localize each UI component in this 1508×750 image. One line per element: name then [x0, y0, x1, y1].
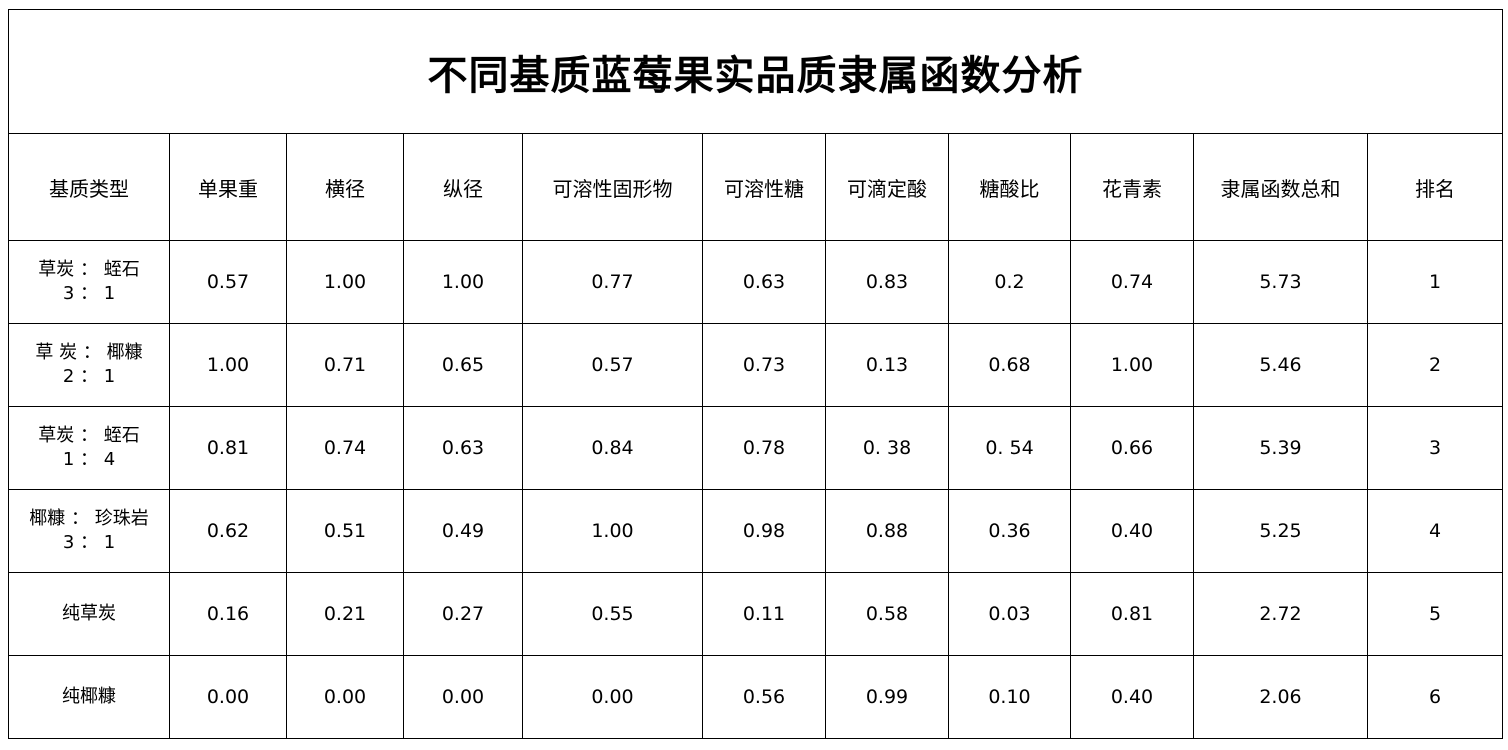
- table-title: 不同基质蓝莓果实品质隶属函数分析: [7, 9, 1504, 134]
- value-cell: 2.06: [1193, 655, 1368, 739]
- table-row: 椰糠 ： 珍珠岩 3 ： 1 0.62 0.51 0.49 1.00 0.98 0.88 0.…: [8, 489, 1504, 573]
- value-cell: 0.63: [702, 240, 826, 324]
- substrate-type-cell: 草 炭 ： 椰糠 2 ： 1: [8, 323, 170, 407]
- value-cell: 0.56: [702, 655, 826, 739]
- value-cell: 0.00: [403, 655, 523, 739]
- value-cell: 0.10: [948, 655, 1071, 739]
- column-header: 花青素: [1070, 133, 1194, 241]
- value-cell: 0.27: [403, 572, 523, 656]
- column-header: 排名: [1366, 133, 1504, 241]
- value-cell: 0.03: [948, 572, 1071, 656]
- value-cell: 5.25: [1193, 489, 1368, 573]
- value-cell: 0.51: [286, 489, 404, 573]
- value-cell: 5: [1366, 572, 1504, 656]
- column-header: 横径: [286, 133, 404, 241]
- value-cell: 0.40: [1070, 489, 1194, 573]
- value-cell: 0.66: [1070, 406, 1194, 490]
- value-cell: 0.68: [948, 323, 1071, 407]
- value-cell: 0.65: [403, 323, 523, 407]
- value-cell: 0.81: [1070, 572, 1194, 656]
- value-cell: 0.74: [286, 406, 404, 490]
- value-cell: 0.11: [702, 572, 826, 656]
- value-cell: 0.57: [169, 240, 287, 324]
- value-cell: 0.13: [825, 323, 949, 407]
- value-cell: 0.98: [702, 489, 826, 573]
- value-cell: 0.78: [702, 406, 826, 490]
- substrate-type-cell: 椰糠 ： 珍珠岩 3 ： 1: [8, 489, 170, 573]
- column-header: 可滴定酸: [825, 133, 949, 241]
- value-cell: 0.88: [825, 489, 949, 573]
- column-header: 可溶性固形物: [522, 133, 703, 241]
- value-cell: 5.73: [1193, 240, 1368, 324]
- value-cell: 5.46: [1193, 323, 1368, 407]
- value-cell: 0.40: [1070, 655, 1194, 739]
- substrate-type-cell: 草炭 ： 蛭石 3 ： 1: [8, 240, 170, 324]
- value-cell: 0.21: [286, 572, 404, 656]
- table-row: 纯草炭 0.16 0.21 0.27 0.55 0.11 0.58 0.03 0.81 2.72 5: [8, 572, 1504, 656]
- substrate-type-cell: 草炭 ： 蛭石 1 ： 4: [8, 406, 170, 490]
- value-cell: 1: [1366, 240, 1504, 324]
- value-cell: 1.00: [286, 240, 404, 324]
- membership-function-table: 不同基质蓝莓果实品质隶属函数分析 基质类型 单果重 横径 纵径 可溶性固形物 可溶性糖 可滴…: [7, 9, 1504, 739]
- value-cell: 0.00: [286, 655, 404, 739]
- value-cell: 4: [1366, 489, 1504, 573]
- value-cell: 1.00: [403, 240, 523, 324]
- value-cell: 0.77: [522, 240, 703, 324]
- table-row: 纯椰糠 0.00 0.00 0.00 0.00 0.56 0.99 0.10 0.40 2.06 6: [8, 655, 1504, 739]
- value-cell: 0. 38: [825, 406, 949, 490]
- value-cell: 0.2: [948, 240, 1071, 324]
- value-cell: 0.55: [522, 572, 703, 656]
- value-cell: 0.00: [522, 655, 703, 739]
- value-cell: 0.63: [403, 406, 523, 490]
- table-row: 草 炭 ： 椰糠 2 ： 1 1.00 0.71 0.65 0.57 0.73 0.13 0.…: [8, 323, 1504, 407]
- value-cell: 0.84: [522, 406, 703, 490]
- column-header: 隶属函数总和: [1193, 133, 1368, 241]
- value-cell: 0.57: [522, 323, 703, 407]
- value-cell: 6: [1366, 655, 1504, 739]
- value-cell: 0.83: [825, 240, 949, 324]
- table-row: 草炭 ： 蛭石 3 ： 1 0.57 1.00 1.00 0.77 0.63 0.83 0.2…: [8, 240, 1504, 324]
- value-cell: 0.71: [286, 323, 404, 407]
- value-cell: 0.16: [169, 572, 287, 656]
- value-cell: 0.58: [825, 572, 949, 656]
- value-cell: 0.62: [169, 489, 287, 573]
- value-cell: 0.49: [403, 489, 523, 573]
- value-cell: 0.73: [702, 323, 826, 407]
- quality-table-container: 不同基质蓝莓果实品质隶属函数分析 基质类型 单果重 横径 纵径 可溶性固形物 可溶性糖 可滴…: [7, 9, 1504, 739]
- value-cell: 1.00: [1070, 323, 1194, 407]
- value-cell: 0.36: [948, 489, 1071, 573]
- value-cell: 0.81: [169, 406, 287, 490]
- value-cell: 2.72: [1193, 572, 1368, 656]
- value-cell: 0. 54: [948, 406, 1071, 490]
- value-cell: 0.99: [825, 655, 949, 739]
- value-cell: 1.00: [169, 323, 287, 407]
- column-header: 单果重: [169, 133, 287, 241]
- substrate-type-cell: 纯草炭: [8, 572, 170, 656]
- column-header: 糖酸比: [948, 133, 1071, 241]
- substrate-type-cell: 纯椰糠: [8, 655, 170, 739]
- value-cell: 1.00: [522, 489, 703, 573]
- value-cell: 0.00: [169, 655, 287, 739]
- column-header: 纵径: [403, 133, 523, 241]
- table-row: 草炭 ： 蛭石 1 ： 4 0.81 0.74 0.63 0.84 0.78 0. 38 0.…: [8, 406, 1504, 490]
- value-cell: 2: [1366, 323, 1504, 407]
- value-cell: 3: [1366, 406, 1504, 490]
- header-row: 基质类型 单果重 横径 纵径 可溶性固形物 可溶性糖 可滴定酸 糖酸比 花青素 隶属函数总和 排名: [8, 133, 1504, 241]
- value-cell: 0.74: [1070, 240, 1194, 324]
- value-cell: 5.39: [1193, 406, 1368, 490]
- column-header: 基质类型: [8, 133, 170, 241]
- column-header: 可溶性糖: [702, 133, 826, 241]
